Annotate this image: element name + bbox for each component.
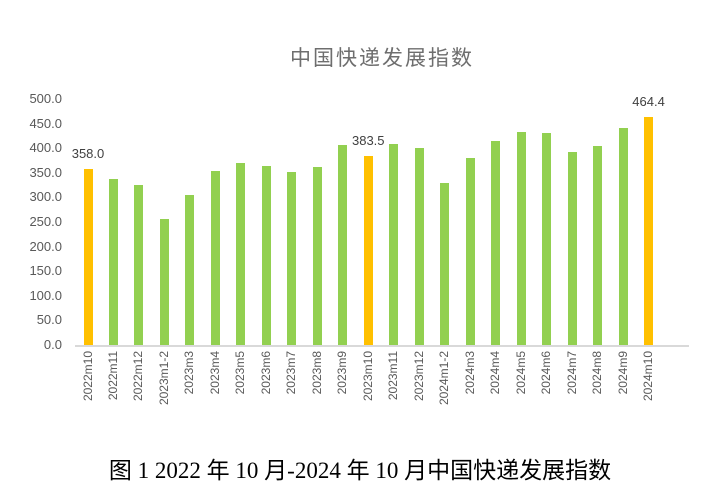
bar-2023m8 <box>312 167 322 345</box>
x-axis-tick-label: 2023m1-2 <box>156 351 171 406</box>
y-axis-tick-label: 150.0 <box>29 263 62 279</box>
x-axis-tick-label: 2023m12 <box>411 351 426 402</box>
bar-2023m11 <box>389 144 399 345</box>
plot-area: 358.0 383.5 464.4 <box>72 94 689 347</box>
bar-2024m10 <box>644 117 654 345</box>
bar-2024m5 <box>516 132 526 345</box>
bar-2023m4 <box>210 171 220 345</box>
bar-2023m10 <box>363 156 373 345</box>
x-axis-tick-label: 2024m10 <box>641 351 656 402</box>
bar-2022m10 <box>83 169 93 345</box>
x-axis-tick-label: 2024m9 <box>615 351 630 395</box>
x-axis-tick-label: 2023m8 <box>309 351 324 395</box>
bar-2023m5 <box>236 163 246 345</box>
bar-2023m12 <box>414 148 424 345</box>
bar-2023m6 <box>261 166 271 345</box>
x-axis-tick-label: 2024m7 <box>564 351 579 395</box>
x-axis-tick-label: 2023m4 <box>207 351 222 395</box>
x-axis-tick-label: 2024m6 <box>539 351 554 395</box>
x-axis-tick-label: 2024m1-2 <box>437 351 452 406</box>
x-axis-tick-label: 2023m11 <box>386 351 401 401</box>
y-axis-tick-label: 350.0 <box>29 164 62 180</box>
data-label-2024m10: 464.4 <box>632 94 665 109</box>
x-axis-tick-label: 2023m10 <box>360 351 375 402</box>
chart-title: 中国快递发展指数 <box>290 47 474 70</box>
bar-2024m9 <box>618 128 628 345</box>
x-axis-tick-label: 2024m4 <box>488 351 503 395</box>
bar-2024m7 <box>567 152 577 345</box>
x-axis-tick-label: 2023m7 <box>284 351 299 395</box>
x-axis-tick-label: 2023m6 <box>258 351 273 395</box>
data-label-2022m10: 358.0 <box>71 146 105 161</box>
y-axis-tick-label: 250.0 <box>29 214 62 229</box>
y-axis-tick-label: 450.0 <box>29 115 62 131</box>
bar-2024m8 <box>593 146 603 345</box>
y-axis: 0.0 50.0 100.0 150.0 200.0 250.0 300.0 350.0 400… <box>0 0 66 360</box>
y-axis-tick-label: 500.0 <box>29 91 62 106</box>
bar-2023m1-2 <box>159 219 169 345</box>
bar-2024m6 <box>542 133 552 345</box>
bar-2024m3 <box>465 158 475 345</box>
x-axis-tick-label: 2024m3 <box>462 351 477 395</box>
x-axis-tick-label: 2022m12 <box>131 351 146 402</box>
bar-2022m12 <box>134 185 144 345</box>
y-axis-tick-label: 100.0 <box>29 287 62 303</box>
bar-2023m7 <box>287 172 297 345</box>
bar-2023m3 <box>185 195 195 345</box>
y-axis-tick-label: 200.0 <box>29 238 62 254</box>
bar-2024m1-2 <box>440 183 450 345</box>
x-axis-tick-label: 2023m9 <box>335 351 350 395</box>
x-axis-tick-label: 2023m3 <box>182 351 197 395</box>
y-axis-tick-label: 300.0 <box>29 189 62 205</box>
x-axis-tick-label: 2022m11 <box>105 351 120 401</box>
x-axis-tick-label: 2024m8 <box>590 351 605 395</box>
x-axis-tick-label: 2022m10 <box>80 351 95 402</box>
x-axis: 2022m10 2022m11 2022m12 2023m1-2 2023m3 2023m… <box>75 351 689 437</box>
y-axis-tick-label: 0.0 <box>43 337 62 352</box>
bar-2022m11 <box>108 179 118 345</box>
x-axis-tick-label: 2024m5 <box>513 351 528 395</box>
bar-2024m4 <box>491 141 501 345</box>
bar-2023m9 <box>338 145 348 345</box>
x-axis-tick-label: 2023m5 <box>233 351 248 395</box>
y-axis-tick-label: 400.0 <box>29 140 62 156</box>
y-axis-tick-label: 50.0 <box>36 312 62 328</box>
chart-caption: 图 1 2022 年 10 月-2024 年 10 月中国快递发展指数 <box>108 458 612 483</box>
data-label-2023m10: 383.5 <box>351 133 385 148</box>
